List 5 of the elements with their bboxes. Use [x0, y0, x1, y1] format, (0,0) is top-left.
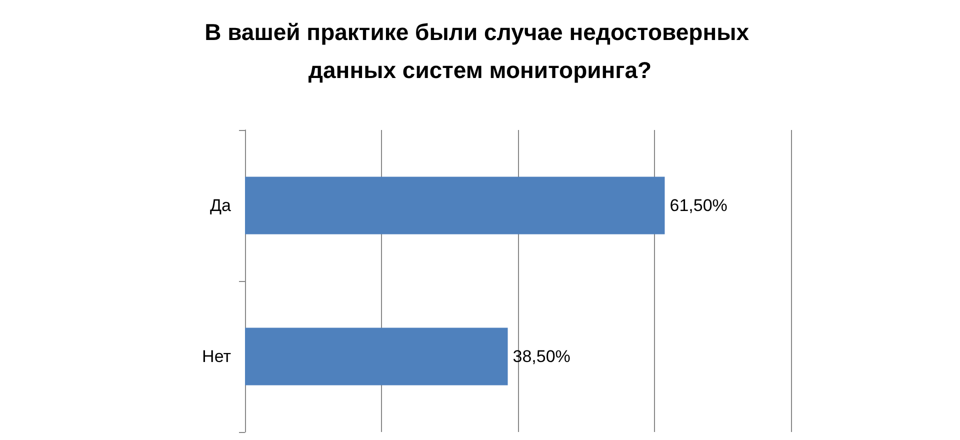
data-label: 38,50%	[512, 347, 570, 366]
y-tick-label: Да	[210, 196, 232, 215]
data-label: 61,50%	[670, 196, 728, 215]
y-tick-label: Нет	[202, 347, 232, 366]
chart-title: В вашей практике были случае недостоверных данных систем мониторинга?	[204, 19, 756, 83]
